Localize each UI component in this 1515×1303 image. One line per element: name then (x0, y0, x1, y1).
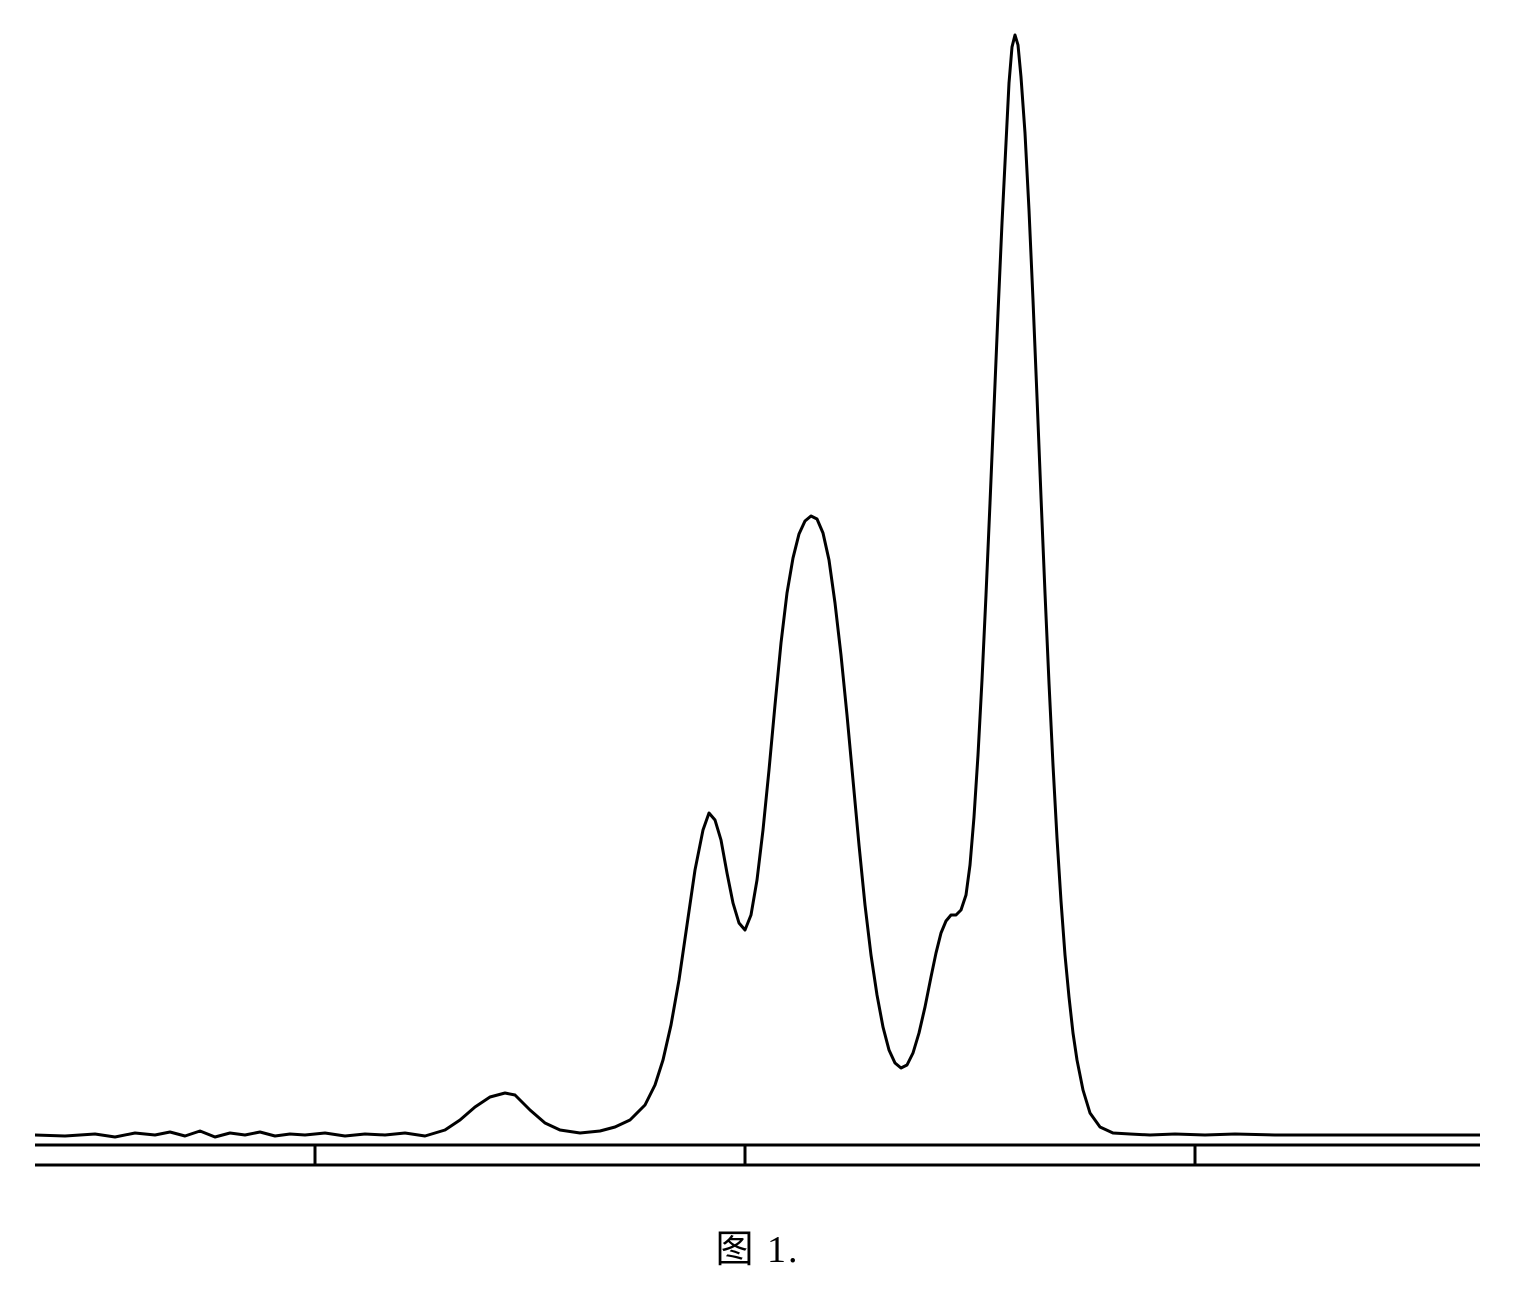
figure-caption: 图 1. (715, 1218, 799, 1273)
spectrum-chart (35, 15, 1480, 1195)
spectrum-line (35, 35, 1480, 1137)
spectrum-svg (35, 15, 1480, 1195)
